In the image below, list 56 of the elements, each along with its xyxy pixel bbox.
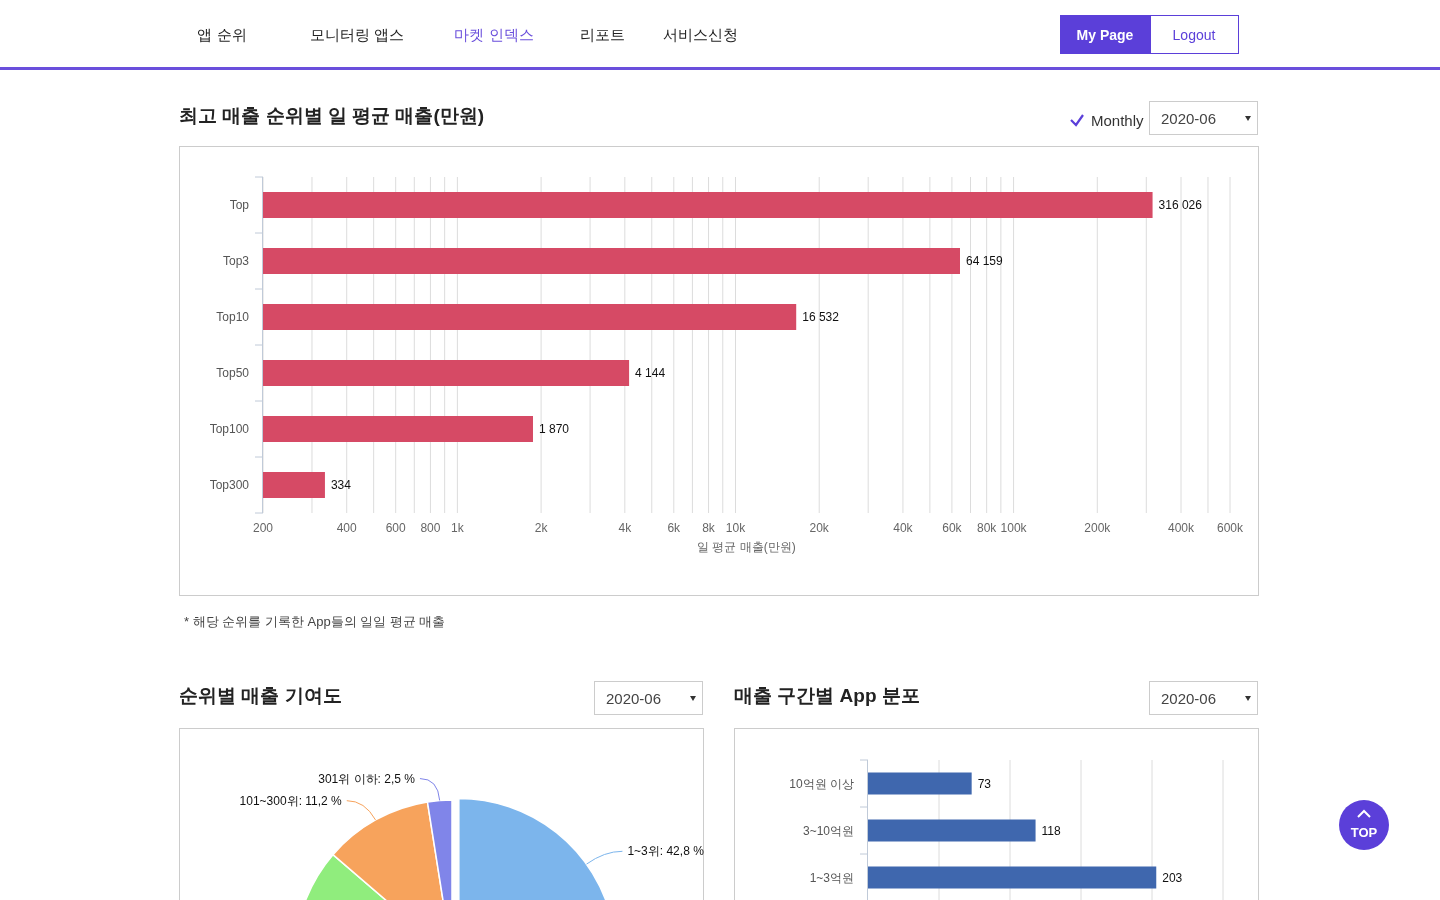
data-label: 316 026 <box>1158 198 1203 212</box>
data-label: 73 <box>977 776 992 791</box>
x-tick-label: 20k <box>809 521 830 535</box>
slice-label: 1~3위: 42,8 % <box>627 844 705 859</box>
x-tick-label: 800 <box>420 521 441 535</box>
data-label: 16 532 <box>802 310 840 324</box>
y-tick-label: 3~10억원 <box>802 823 854 838</box>
y-tick-label: 1~3억원 <box>809 870 854 885</box>
x-tick-label: 600k <box>1216 521 1245 535</box>
data-label: 203 <box>1162 870 1183 885</box>
y-tick-label: Top100 <box>209 422 250 436</box>
text: Logout <box>1172 27 1216 43</box>
x-tick-label: 60k <box>942 521 963 535</box>
y-tick-label: Top <box>229 198 250 212</box>
x-tick-label: 200k <box>1084 521 1112 535</box>
chart-title: 매출 구간별 App 분포 <box>734 684 920 706</box>
data-label: 4 144 <box>635 366 666 380</box>
text: 2020-06 <box>606 689 662 707</box>
x-tick-label: 6k <box>667 521 682 535</box>
x-tick-label: 2k <box>534 521 549 535</box>
x-tick-label: 100k <box>1000 521 1028 535</box>
slice-label: 101~300위: 11,2 % <box>239 793 343 808</box>
text: My Page <box>1076 27 1134 43</box>
x-tick-label: 10k <box>725 521 747 535</box>
text: TOP <box>1350 824 1378 840</box>
text: 서비스신청 <box>662 25 738 43</box>
y-tick-label: Top300 <box>209 478 250 492</box>
x-tick-label: 1k <box>451 521 465 535</box>
x-tick-label: 80k <box>976 521 998 535</box>
x-tick-label: 4k <box>618 521 633 535</box>
text: 앱 순위 <box>197 25 247 43</box>
text: 리포트 <box>579 25 625 43</box>
y-tick-label: Top3 <box>222 254 250 268</box>
chart-title: 최고 매출 순위별 일 평균 매출(만원) <box>179 104 485 126</box>
text: Monthly <box>1091 111 1145 129</box>
y-tick-label: Top10 <box>216 310 250 324</box>
data-label: 334 <box>330 478 352 492</box>
x-tick-label: 200 <box>252 521 274 535</box>
x-tick-label: 8k <box>702 521 716 535</box>
text: * 해당 순위를 기록한 App들의 일일 평균 매출 <box>184 613 446 629</box>
x-tick-label: 600 <box>385 521 407 535</box>
text: 모니터링 앱스 <box>309 25 405 43</box>
y-tick-label: Top50 <box>216 366 250 380</box>
x-tick-label: 400 <box>336 521 358 535</box>
x-tick-label: 40k <box>893 521 914 535</box>
slice-label: 301위 이하: 2,5 % <box>318 771 416 786</box>
x-tick-label: 400k <box>1168 521 1196 535</box>
x-axis-title: 일 평균 매출(만원) <box>697 540 796 554</box>
chart-title: 순위별 매출 기여도 <box>179 684 342 706</box>
y-tick-label: 10억원 이상 <box>789 776 854 791</box>
data-label: 1 870 <box>538 422 570 436</box>
text: 2020-06 <box>1161 109 1217 127</box>
data-label: 118 <box>1041 823 1062 838</box>
data-label: 64 159 <box>965 254 1004 268</box>
text: 2020-06 <box>1161 689 1217 707</box>
text: 마켓 인덱스 <box>454 25 534 43</box>
